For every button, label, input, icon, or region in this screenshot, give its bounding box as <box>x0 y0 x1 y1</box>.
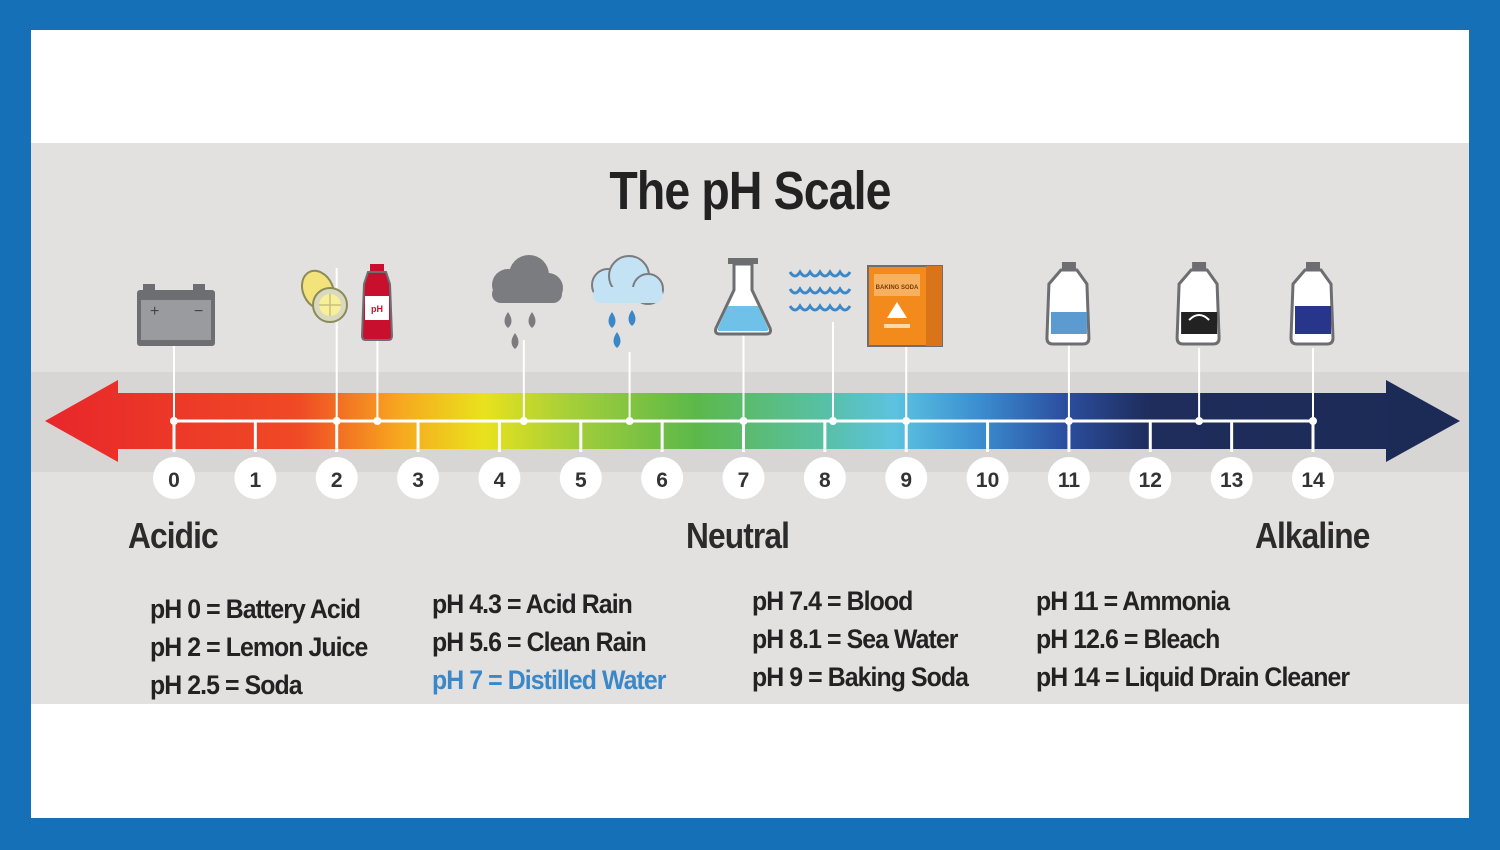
legend-item: pH 2.5 = Soda <box>150 670 303 700</box>
tick-label: 4 <box>494 469 506 492</box>
tick-circle <box>397 457 440 499</box>
legend-item: pH 2 = Lemon Juice <box>150 632 368 662</box>
lemon-icon <box>300 269 348 323</box>
legend-column-neutral: pH 7.4 = Blood pH 8.1 = Sea Water pH 9 =… <box>752 582 969 696</box>
tick-circle <box>1292 457 1334 499</box>
legend-item: pH 7.4 = Blood <box>752 586 913 616</box>
svg-text:+: + <box>150 303 159 320</box>
tick-label: 1 <box>250 469 262 492</box>
legend-item: pH 11 = Ammonia <box>1036 586 1230 616</box>
tick-circle <box>315 457 358 499</box>
bleach-jug-icon <box>1175 262 1221 346</box>
tick-circle <box>885 457 928 499</box>
tick-label: 12 <box>1139 469 1162 492</box>
substance-dot <box>170 417 178 425</box>
tick-label: 0 <box>168 469 180 492</box>
tick-circle <box>153 457 195 499</box>
substance-dot <box>828 417 837 425</box>
tick-circle <box>722 457 765 499</box>
acidic-label: Acidic <box>128 515 219 556</box>
battery-icon: + − <box>137 284 215 346</box>
substance-dot <box>1064 417 1073 425</box>
legend-item-highlight: pH 7 = Distilled Water <box>432 665 666 695</box>
substance-dot <box>1309 417 1317 425</box>
flask-icon <box>714 258 772 336</box>
tick-label: 14 <box>1301 469 1325 492</box>
tick-label: 10 <box>976 469 999 492</box>
tick-label: 11 <box>1058 469 1081 492</box>
baking-soda-box-icon: BAKING SODA <box>867 265 943 347</box>
soda-bottle-icon: pH <box>360 264 394 341</box>
legend-item: pH 4.3 = Acid Rain <box>432 589 633 619</box>
svg-text:−: − <box>194 303 203 320</box>
substance-dot <box>519 417 528 425</box>
legend-item: pH 9 = Baking Soda <box>752 662 969 692</box>
tick-label: 5 <box>575 469 587 492</box>
substance-dot <box>373 417 382 425</box>
substance-dot <box>1195 417 1204 425</box>
ammonia-jug-icon <box>1045 262 1091 346</box>
legend-item: pH 14 = Liquid Drain Cleaner <box>1036 662 1350 692</box>
tick-circle <box>234 457 277 499</box>
clean-rain-cloud-icon <box>591 255 664 348</box>
tick-label: 6 <box>656 469 668 492</box>
tick-label: 3 <box>412 469 424 492</box>
drain-cleaner-jug-icon <box>1289 262 1335 346</box>
tick-label: 7 <box>738 469 750 492</box>
substance-dot <box>332 417 341 425</box>
legend-column-rain: pH 4.3 = Acid Rain pH 5.6 = Clean Rain p… <box>432 585 666 699</box>
acid-rain-cloud-icon <box>492 255 563 349</box>
tick-label: 9 <box>900 469 912 492</box>
svg-text:BAKING SODA: BAKING SODA <box>876 285 919 291</box>
neutral-label: Neutral <box>686 515 790 556</box>
tick-label: 13 <box>1220 469 1243 492</box>
tick-circle <box>1047 457 1090 499</box>
tick-label: 8 <box>819 469 831 492</box>
substance-dot <box>739 417 748 425</box>
waves-icon <box>788 269 852 312</box>
legend-item: pH 5.6 = Clean Rain <box>432 627 647 657</box>
tick-circle <box>966 457 1009 499</box>
legend-item: pH 12.6 = Bleach <box>1036 624 1220 654</box>
tick-label: 2 <box>331 469 343 492</box>
legend-item: pH 0 = Battery Acid <box>150 594 361 624</box>
tick-circle <box>1129 457 1172 499</box>
svg-text:pH: pH <box>371 304 383 314</box>
substance-dot <box>625 417 634 425</box>
tick-circle <box>1210 457 1253 499</box>
tick-circle <box>478 457 521 499</box>
tick-circle <box>641 457 684 499</box>
legend-item: pH 8.1 = Sea Water <box>752 624 958 654</box>
substance-dot <box>902 417 911 425</box>
legend-column-alkaline: pH 11 = Ammonia pH 12.6 = Bleach pH 14 =… <box>1036 582 1350 696</box>
legend-column-acidic: pH 0 = Battery Acid pH 2 = Lemon Juice p… <box>150 590 368 704</box>
tick-circle <box>803 457 846 499</box>
tick-circle <box>559 457 602 499</box>
alkaline-label: Alkaline <box>1255 515 1370 556</box>
page-title: The pH Scale <box>609 161 891 221</box>
